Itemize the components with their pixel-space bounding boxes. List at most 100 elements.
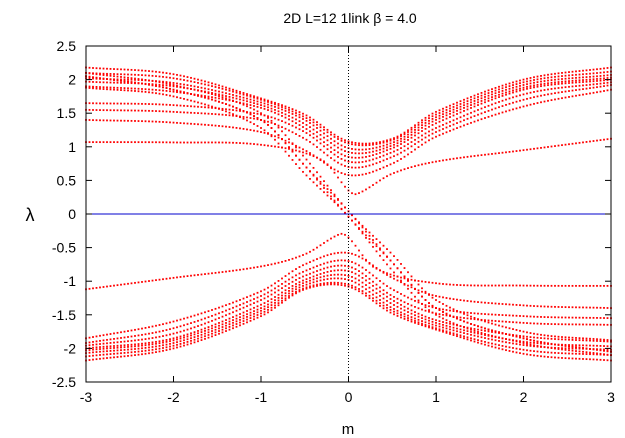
data-point — [179, 83, 182, 85]
data-point — [144, 344, 147, 347]
data-point — [417, 136, 420, 139]
data-point — [172, 320, 175, 323]
data-point — [130, 87, 133, 90]
data-point — [522, 93, 525, 96]
data-point — [445, 330, 448, 333]
data-point — [403, 131, 406, 134]
data-point — [333, 283, 336, 286]
data-point — [557, 306, 560, 308]
data-point — [564, 143, 567, 146]
data-point — [162, 84, 164, 86]
data-point — [564, 96, 567, 99]
data-point — [109, 67, 112, 70]
data-point — [288, 118, 290, 121]
data-point — [498, 112, 500, 115]
data-point — [365, 152, 367, 154]
data-point — [99, 86, 101, 88]
data-point — [375, 238, 378, 240]
data-point — [302, 151, 304, 154]
data-point — [571, 142, 574, 145]
data-point — [424, 127, 427, 130]
data-point — [298, 290, 301, 293]
data-point — [312, 284, 315, 287]
data-point — [120, 81, 122, 84]
data-point — [267, 117, 269, 119]
data-point — [232, 88, 234, 91]
data-point — [512, 91, 514, 94]
data-point — [116, 356, 119, 358]
data-point — [340, 163, 343, 166]
data-point — [578, 316, 581, 319]
data-point — [309, 162, 311, 165]
data-point — [396, 302, 399, 304]
data-point — [351, 219, 353, 222]
data-point — [211, 124, 213, 127]
data-point — [358, 249, 360, 252]
data-point — [487, 302, 490, 304]
data-point — [470, 98, 472, 101]
data-point — [533, 96, 535, 99]
data-point — [582, 350, 584, 353]
data-point — [557, 78, 560, 81]
data-point — [400, 271, 402, 274]
data-point — [151, 337, 154, 339]
data-point — [176, 336, 178, 339]
data-point — [235, 94, 238, 97]
data-point — [498, 152, 500, 155]
data-point — [396, 160, 399, 162]
data-point — [365, 292, 367, 295]
data-point — [354, 193, 357, 196]
data-point — [144, 91, 147, 93]
data-point — [522, 88, 525, 91]
data-point — [445, 319, 448, 322]
data-point — [288, 154, 290, 157]
data-point — [361, 232, 364, 235]
data-point — [449, 320, 451, 323]
data-point — [344, 141, 346, 144]
data-point — [190, 274, 192, 277]
data-point — [445, 297, 448, 299]
data-point — [396, 259, 399, 261]
data-point — [596, 78, 598, 80]
data-point — [417, 291, 420, 294]
data-point — [417, 307, 420, 310]
data-point — [95, 109, 98, 111]
data-point — [519, 321, 521, 324]
data-point — [578, 141, 581, 144]
data-point — [466, 326, 469, 329]
data-point — [330, 281, 332, 284]
data-point — [575, 337, 577, 339]
data-point — [260, 312, 262, 315]
data-point — [438, 112, 441, 114]
data-point — [456, 157, 458, 160]
data-point — [393, 296, 395, 298]
data-point — [508, 90, 511, 93]
data-point — [214, 271, 217, 274]
data-point — [428, 294, 430, 296]
data-point — [113, 68, 115, 70]
data-point — [207, 106, 210, 109]
data-point — [263, 119, 266, 122]
data-point — [589, 339, 591, 342]
data-point — [386, 143, 388, 146]
data-point — [309, 178, 311, 180]
data-point — [165, 90, 168, 92]
data-point — [330, 270, 332, 273]
data-point — [431, 327, 434, 330]
data-point — [274, 109, 276, 111]
data-point — [372, 143, 374, 146]
data-point — [561, 357, 563, 359]
data-point — [498, 344, 500, 347]
data-point — [102, 88, 105, 90]
data-point — [263, 293, 266, 296]
data-point — [403, 313, 406, 315]
data-point — [155, 70, 157, 73]
data-point — [281, 115, 283, 117]
data-point — [568, 284, 570, 287]
data-point — [463, 320, 465, 323]
data-point — [169, 83, 171, 86]
data-point — [305, 150, 308, 152]
data-point — [246, 128, 248, 131]
data-point — [120, 341, 122, 343]
